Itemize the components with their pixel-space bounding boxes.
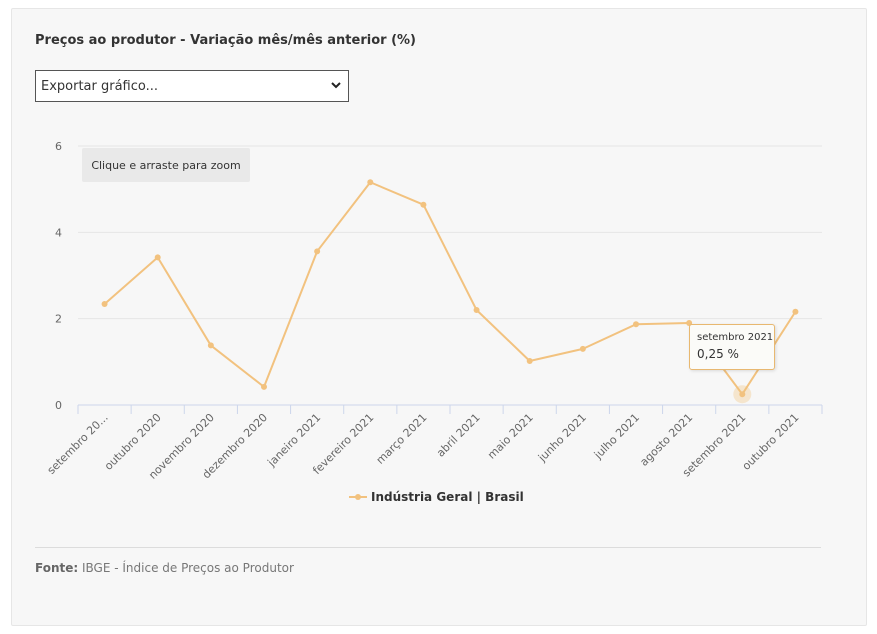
y-tick-label: 0 (55, 399, 62, 412)
data-point (526, 357, 533, 364)
x-tick-label: janeiro 2021 (265, 411, 324, 470)
export-chart-select[interactable]: Exportar gráfico... (35, 70, 349, 102)
data-point (207, 342, 214, 349)
data-point (579, 345, 586, 352)
data-point (261, 383, 267, 390)
data-point (154, 254, 161, 261)
y-tick-label: 2 (55, 313, 62, 326)
legend-item[interactable]: Indústria Geral | Brasil (349, 490, 524, 504)
data-point (367, 179, 374, 186)
export-select-value: Exportar gráfico... (41, 78, 159, 94)
tooltip-label: setembro 2021 (697, 332, 774, 343)
legend-line-icon (349, 494, 367, 500)
chart-card (11, 8, 867, 626)
data-point (101, 300, 108, 307)
y-tick-label: 6 (55, 140, 62, 153)
chevron-down-icon (331, 82, 341, 89)
x-tick-label: março 2021 (374, 411, 430, 467)
x-tick-label: agosto 2021 (637, 411, 695, 469)
x-tick-label: setembro 20... (45, 411, 111, 477)
data-point (633, 321, 639, 328)
zoom-hint: Clique e arraste para zoom (82, 148, 250, 182)
legend-label: Indústria Geral | Brasil (371, 490, 524, 504)
data-point (420, 201, 427, 208)
x-tick-label: junho 2021 (535, 411, 589, 465)
source-label: Fonte: (35, 561, 79, 575)
x-tick-label: abril 2021 (434, 411, 483, 460)
data-point (739, 391, 746, 398)
tooltip-value: 0,25 % (697, 347, 739, 361)
source-note: Fonte: IBGE - Índice de Preços ao Produt… (35, 561, 294, 575)
data-point (473, 307, 480, 314)
x-tick-label: outubro 2021 (740, 411, 802, 473)
y-tick-label: 4 (55, 226, 62, 239)
tooltip: setembro 2021 0,25 % (689, 324, 775, 370)
series-line (103, 181, 797, 396)
chart-title: Preços ao produtor - Variação mês/mês an… (35, 33, 416, 48)
x-tick-label: julho 2021 (591, 411, 642, 462)
source-text: IBGE - Índice de Preços ao Produtor (78, 561, 294, 575)
data-point (314, 248, 321, 255)
data-point (792, 308, 799, 315)
divider (35, 547, 821, 548)
x-tick-label: maio 2021 (485, 411, 536, 462)
